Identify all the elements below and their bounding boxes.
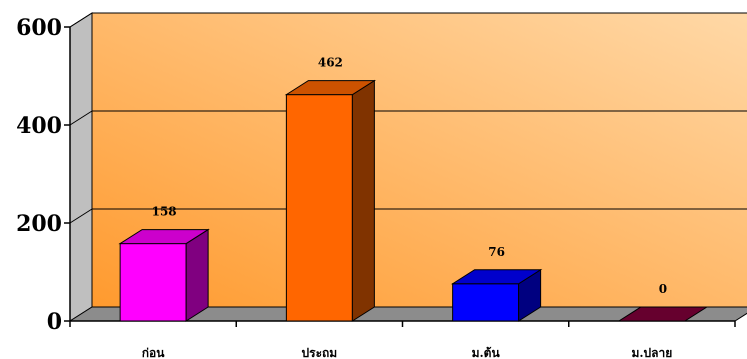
bar-top [450,269,543,285]
gridline-side [69,110,93,126]
x-tick-label: ประถม [302,346,338,359]
labels: 158 ก่อน 462 ประถม 76 ม.ต้น 0 ม.ปลาย [142,56,673,359]
bar-top [118,229,210,245]
x-tick-label: ก่อน [142,346,165,359]
data-label: 0 [659,282,667,296]
bar-front [452,283,520,322]
y-tick-label: 600 [16,15,62,41]
y-tick-label: 200 [16,211,62,237]
bar [450,268,543,322]
bars [118,79,709,322]
data-label: 462 [318,56,343,70]
bar-top [617,306,709,322]
side-wall [69,12,93,322]
bar [118,228,210,322]
bar-front [119,243,187,322]
bar-side [351,79,375,322]
data-label: 158 [152,205,177,219]
data-label: 76 [488,245,505,259]
gridlines [69,12,747,224]
bar [617,306,709,322]
y-tick-label: 400 [16,113,62,139]
gridline-side [69,12,93,28]
bar [284,79,377,322]
x-tick-label: ม.ปลาย [631,346,672,359]
y-tick-label: 0 [47,309,62,335]
x-tick-label: ม.ต้น [472,346,501,359]
bar-front [285,94,353,322]
bar-top [284,80,377,96]
gridline-side [69,208,93,224]
bar-side [185,228,209,322]
